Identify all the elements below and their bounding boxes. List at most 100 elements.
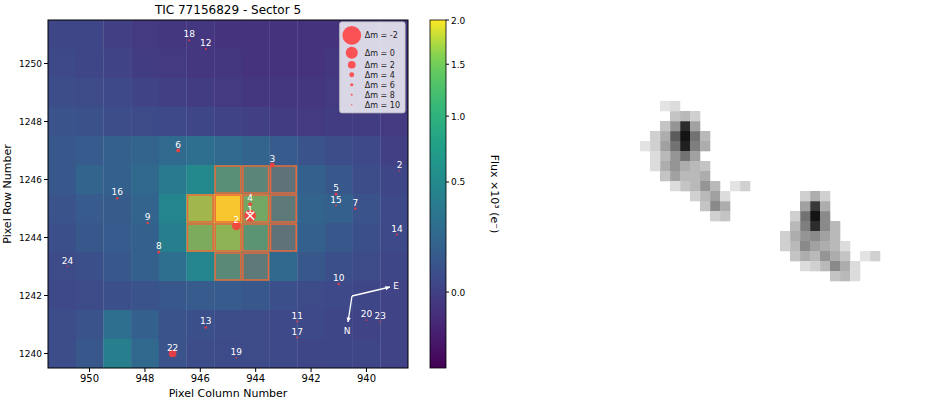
- y-tick: [44, 295, 48, 296]
- image-pixel: [660, 171, 670, 181]
- pixel-cell: [380, 223, 408, 252]
- pixel-cell: [270, 223, 298, 252]
- pixel-cell: [214, 165, 242, 194]
- pixel-cell: [48, 223, 76, 252]
- star-marker: [335, 205, 337, 207]
- pixel-cell: [270, 49, 298, 78]
- legend-marker: [342, 26, 361, 45]
- star-label: 11: [292, 311, 303, 321]
- pixel-cell: [159, 194, 187, 223]
- pixel-cell: [242, 20, 270, 49]
- legend-marker: [350, 83, 353, 86]
- image-pixel: [830, 231, 840, 241]
- pixel-cell: [48, 165, 76, 194]
- image-pixel: [800, 241, 810, 251]
- pixel-cell: [186, 339, 214, 368]
- image-pixel: [690, 141, 700, 151]
- pixel-cell: [103, 78, 131, 107]
- image-pixel: [680, 131, 690, 141]
- pixel-cell: [214, 136, 242, 165]
- image-pixel: [650, 151, 660, 161]
- pixel-cell: [353, 281, 381, 310]
- image-pixel: [670, 151, 680, 161]
- legend-label: Δm = 4: [365, 71, 395, 80]
- x-tick: [366, 368, 367, 372]
- image-pixel: [800, 261, 810, 271]
- pixel-cell: [270, 20, 298, 49]
- image-pixel: [830, 261, 840, 271]
- colorbar: [430, 20, 446, 368]
- pixel-cell: [159, 165, 187, 194]
- pixel-cell: [297, 49, 325, 78]
- colorbar-tick-label: 0.5: [451, 177, 465, 187]
- image-pixel: [810, 251, 820, 261]
- y-axis-title: Pixel Row Number: [1, 144, 14, 244]
- pixel-cell: [103, 339, 131, 368]
- pixel-cell: [48, 252, 76, 281]
- image-pixel: [840, 271, 850, 281]
- pixel-cell: [131, 165, 159, 194]
- image-pixel: [730, 181, 740, 191]
- pixel-cell: [48, 49, 76, 78]
- x-tick-label: 944: [246, 373, 265, 384]
- y-tick-label: 1244: [19, 233, 42, 243]
- pixel-cell: [186, 78, 214, 107]
- pixel-cell: [131, 281, 159, 310]
- pixel-cell: [186, 310, 214, 339]
- star-marker: [354, 207, 357, 210]
- legend-label: Δm = 2: [365, 61, 395, 70]
- image-pixel: [690, 151, 700, 161]
- star-marker: [236, 357, 238, 359]
- image-pixel: [840, 251, 850, 261]
- pixel-cell: [380, 165, 408, 194]
- pixel-cell: [325, 339, 353, 368]
- legend: Δm = -2Δm = 0Δm = 2Δm = 4Δm = 6Δm = 8Δm …: [340, 22, 405, 113]
- compass-label: E: [393, 281, 399, 291]
- image-pixel: [800, 211, 810, 221]
- image-pixel: [680, 111, 690, 121]
- pixel-cell: [242, 136, 270, 165]
- star-label: 15: [330, 195, 341, 205]
- y-tick: [44, 63, 48, 64]
- star-marker: [296, 321, 298, 323]
- star-marker: [396, 234, 398, 236]
- aperture-pixel: [215, 253, 241, 280]
- pixel-cell: [186, 136, 214, 165]
- star-label: 1: [247, 205, 253, 215]
- pixel-cell: [159, 310, 187, 339]
- image-pixel: [710, 181, 720, 191]
- legend-label: Δm = 6: [365, 81, 395, 90]
- image-pixel: [680, 161, 690, 171]
- pixel-cell: [242, 281, 270, 310]
- legend-marker: [346, 47, 358, 59]
- legend-marker: [349, 72, 354, 77]
- pixel-cell: [48, 194, 76, 223]
- colorbar-tick: [446, 20, 449, 21]
- legend-box: [340, 22, 405, 113]
- pixel-cell: [76, 223, 104, 252]
- pixel-cell: [186, 281, 214, 310]
- colorbar-tick-label: 2.0: [451, 16, 466, 26]
- pixel-cell: [325, 165, 353, 194]
- image-pixel: [790, 241, 800, 251]
- aperture-pixel: [243, 253, 269, 280]
- image-pixel: [670, 171, 680, 181]
- pixel-cell: [48, 281, 76, 310]
- pixel-cell: [186, 49, 214, 78]
- pixel-cell: [242, 107, 270, 136]
- y-tick: [44, 121, 48, 122]
- pixel-cell: [380, 281, 408, 310]
- colorbar-tick: [446, 292, 449, 293]
- pixel-cell: [76, 310, 104, 339]
- y-tick-label: 1246: [19, 175, 42, 185]
- pixel-cell: [159, 223, 187, 252]
- star-label: 2: [397, 160, 403, 170]
- pixel-cell: [48, 107, 76, 136]
- legend-marker: [351, 104, 352, 105]
- image-pixel: [670, 101, 680, 111]
- plot-area: [48, 20, 408, 368]
- image-pixel: [660, 101, 670, 111]
- star-label: 8: [156, 241, 162, 251]
- aperture-pixel: [187, 224, 213, 251]
- image-pixel: [810, 261, 820, 271]
